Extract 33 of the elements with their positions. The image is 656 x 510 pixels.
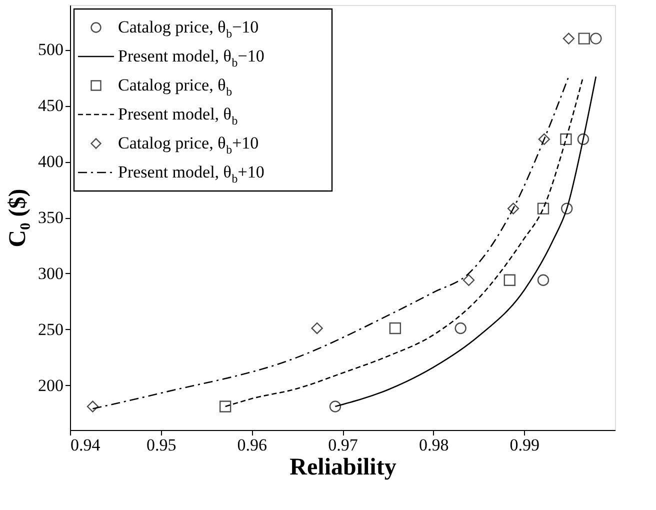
- y-tick-label: 200: [38, 376, 64, 395]
- y-tick-label: 500: [38, 40, 64, 60]
- x-tick-label: 0.97: [328, 436, 358, 454]
- point: [462, 274, 475, 286]
- point: [389, 322, 402, 334]
- y-tick-label: 250: [38, 320, 64, 339]
- point: [454, 322, 466, 334]
- point: [537, 274, 550, 286]
- point: [561, 202, 573, 214]
- y-tick-label: 350: [38, 208, 64, 227]
- point: [86, 400, 99, 412]
- x-tick-label: 0.99: [510, 436, 540, 454]
- point: [538, 133, 550, 146]
- point: [537, 202, 550, 214]
- point: [311, 322, 323, 334]
- point: [504, 274, 516, 286]
- x-tick-label: 0.95: [146, 436, 176, 454]
- point: [219, 400, 232, 412]
- x-tick-label: 0.96: [237, 436, 268, 454]
- y-axis-title: C₀ ($): [5, 188, 31, 248]
- y-tick-label: 300: [38, 264, 64, 283]
- point: [590, 32, 602, 44]
- x-tick-label: 0.98: [418, 436, 449, 454]
- point: [578, 32, 590, 44]
- x-tick-label: 0.94: [70, 436, 101, 454]
- x-axis-title: Reliability: [290, 454, 396, 480]
- point: [560, 133, 572, 146]
- y-tick-label: 400: [38, 152, 64, 172]
- point: [562, 32, 575, 44]
- y-tick-label: 450: [38, 96, 64, 116]
- point: [329, 400, 342, 412]
- point: [577, 133, 590, 146]
- point: [507, 202, 520, 214]
